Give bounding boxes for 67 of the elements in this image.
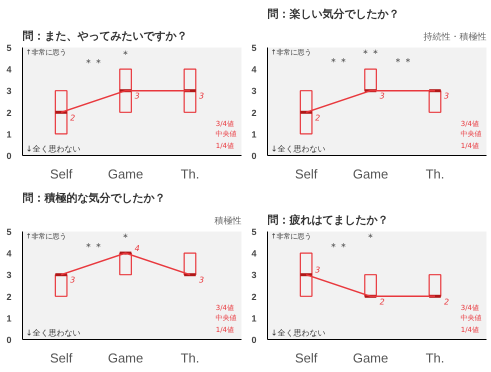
data-label: 2 (380, 297, 385, 306)
y-tick-label: 0 (6, 335, 12, 345)
annotation: ＊ (120, 232, 131, 244)
x-tick-label: Game (108, 166, 144, 182)
y-tick-label: 5 (6, 43, 12, 53)
x-tick-label: Self (294, 350, 318, 366)
x-tick-label: Th. (426, 166, 444, 182)
annotation: ＊＊ (328, 57, 348, 68)
x-tick-label: Game (108, 350, 144, 366)
y-tick-label: 2 (251, 292, 257, 302)
chart-title: 問：疲れはてましたか？ (268, 214, 388, 226)
y-tick-label: 3 (251, 270, 257, 280)
data-label: 2 (70, 113, 76, 122)
x-tick-label: Game (352, 350, 388, 366)
y-tick-label: 0 (6, 151, 12, 161)
chart-title: 問：また、やってみたいですか？ (22, 30, 188, 42)
annotation: ＊＊ (83, 242, 104, 254)
y-tick-label: 1 (251, 129, 257, 140)
x-tick-label: Th. (180, 350, 200, 366)
y-tick-label: 0 (251, 335, 257, 345)
y-tick-label: 1 (251, 313, 257, 324)
data-label: 2 (315, 113, 320, 122)
x-tick-label: Self (50, 166, 73, 182)
annotation: ＊ (366, 232, 376, 244)
annotation: ＊ (120, 50, 131, 61)
y-tick-label: 2 (6, 108, 12, 118)
y-tick-label: 3 (251, 86, 257, 96)
y-tick-label: 4 (6, 248, 12, 259)
annotation: ＊＊ (83, 58, 104, 70)
x-tick-label: Game (352, 166, 388, 182)
annotation: ＊＊ (392, 57, 413, 68)
x-tick-label: Th. (180, 166, 200, 182)
data-label: 3 (198, 92, 204, 101)
data-label: 3 (134, 92, 140, 101)
chart-subtitle: 積極性 (214, 216, 242, 226)
y-tick-label: 5 (251, 227, 257, 237)
data-label: 3 (380, 92, 385, 101)
data-label: 3 (70, 276, 76, 285)
y-tick-label: 4 (6, 64, 12, 75)
data-label: 2 (444, 297, 450, 306)
y-tick-label: 4 (251, 64, 257, 75)
y-tick-label: 4 (251, 248, 257, 259)
y-tick-label: 0 (251, 151, 257, 161)
y-tick-label: 2 (6, 292, 12, 302)
y-tick-label: 2 (251, 108, 257, 118)
y-tick-label: 3 (6, 86, 12, 96)
chart-title: 問：積極的な気分でしたか？ (22, 192, 166, 204)
y-tick-label: 1 (6, 129, 12, 140)
annotation: ＊＊ (328, 242, 348, 254)
x-tick-label: Self (294, 166, 318, 182)
annotation: ↓全く思わない (270, 328, 326, 338)
chart-title: 問：楽しい気分でしたか？ (268, 8, 400, 20)
data-label: 3 (198, 276, 204, 285)
y-tick-label: 3 (6, 270, 12, 280)
x-tick-label: Self (50, 350, 73, 366)
y-tick-label: 5 (251, 43, 257, 53)
annotation: ↓全く思わない (26, 328, 80, 338)
y-tick-label: 1 (6, 313, 12, 324)
annotation: ＊＊ (360, 48, 381, 60)
x-tick-label: Th. (426, 350, 444, 366)
annotation: ↓全く思わない (26, 144, 80, 154)
y-tick-label: 5 (6, 227, 12, 237)
data-label: 3 (315, 266, 320, 275)
data-label: 3 (444, 92, 450, 101)
annotation: ↓全く思わない (270, 144, 326, 154)
data-label: 4 (134, 244, 140, 254)
chart-subtitle: 持続性・積極性 (424, 32, 486, 42)
